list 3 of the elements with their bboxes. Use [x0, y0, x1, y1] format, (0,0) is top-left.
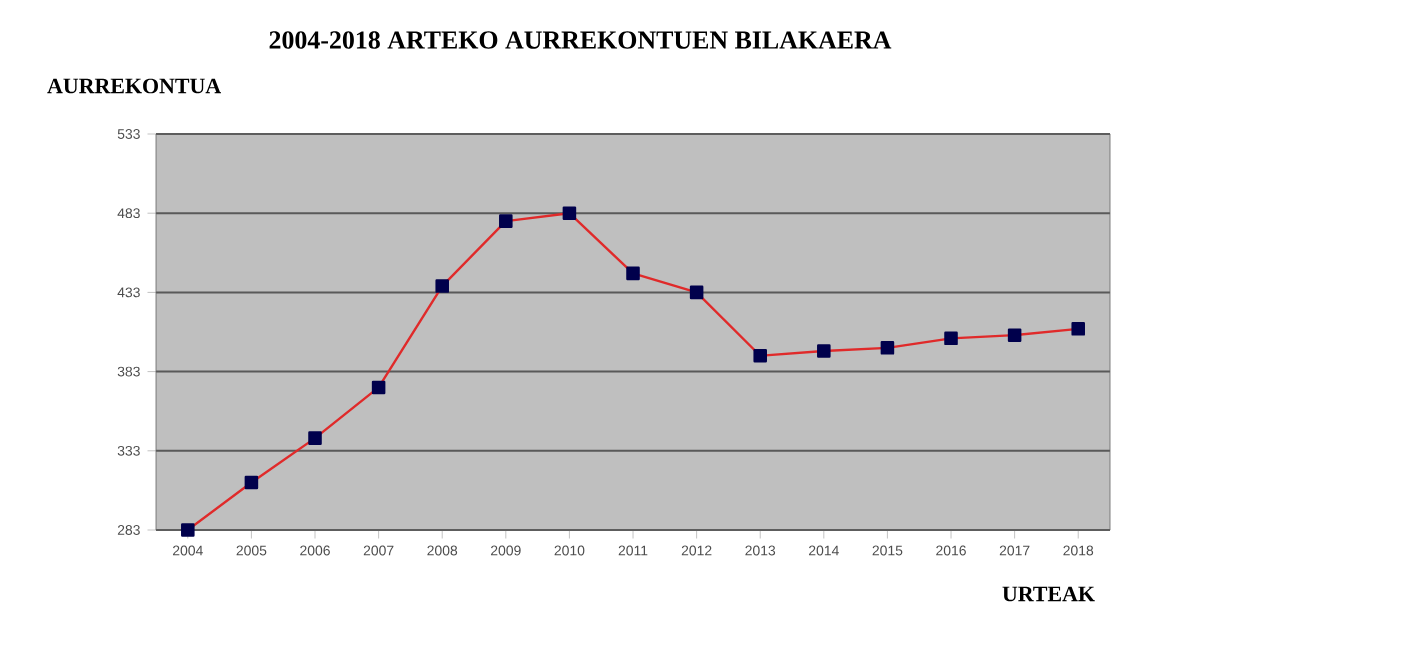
x-axis-title: URTEAK: [1002, 586, 1095, 602]
y-axis-title: AURREKONTUA: [47, 78, 221, 94]
chart-title: 2004-2018 ARTEKO AURREKONTUEN BILAKAERA: [269, 31, 892, 49]
